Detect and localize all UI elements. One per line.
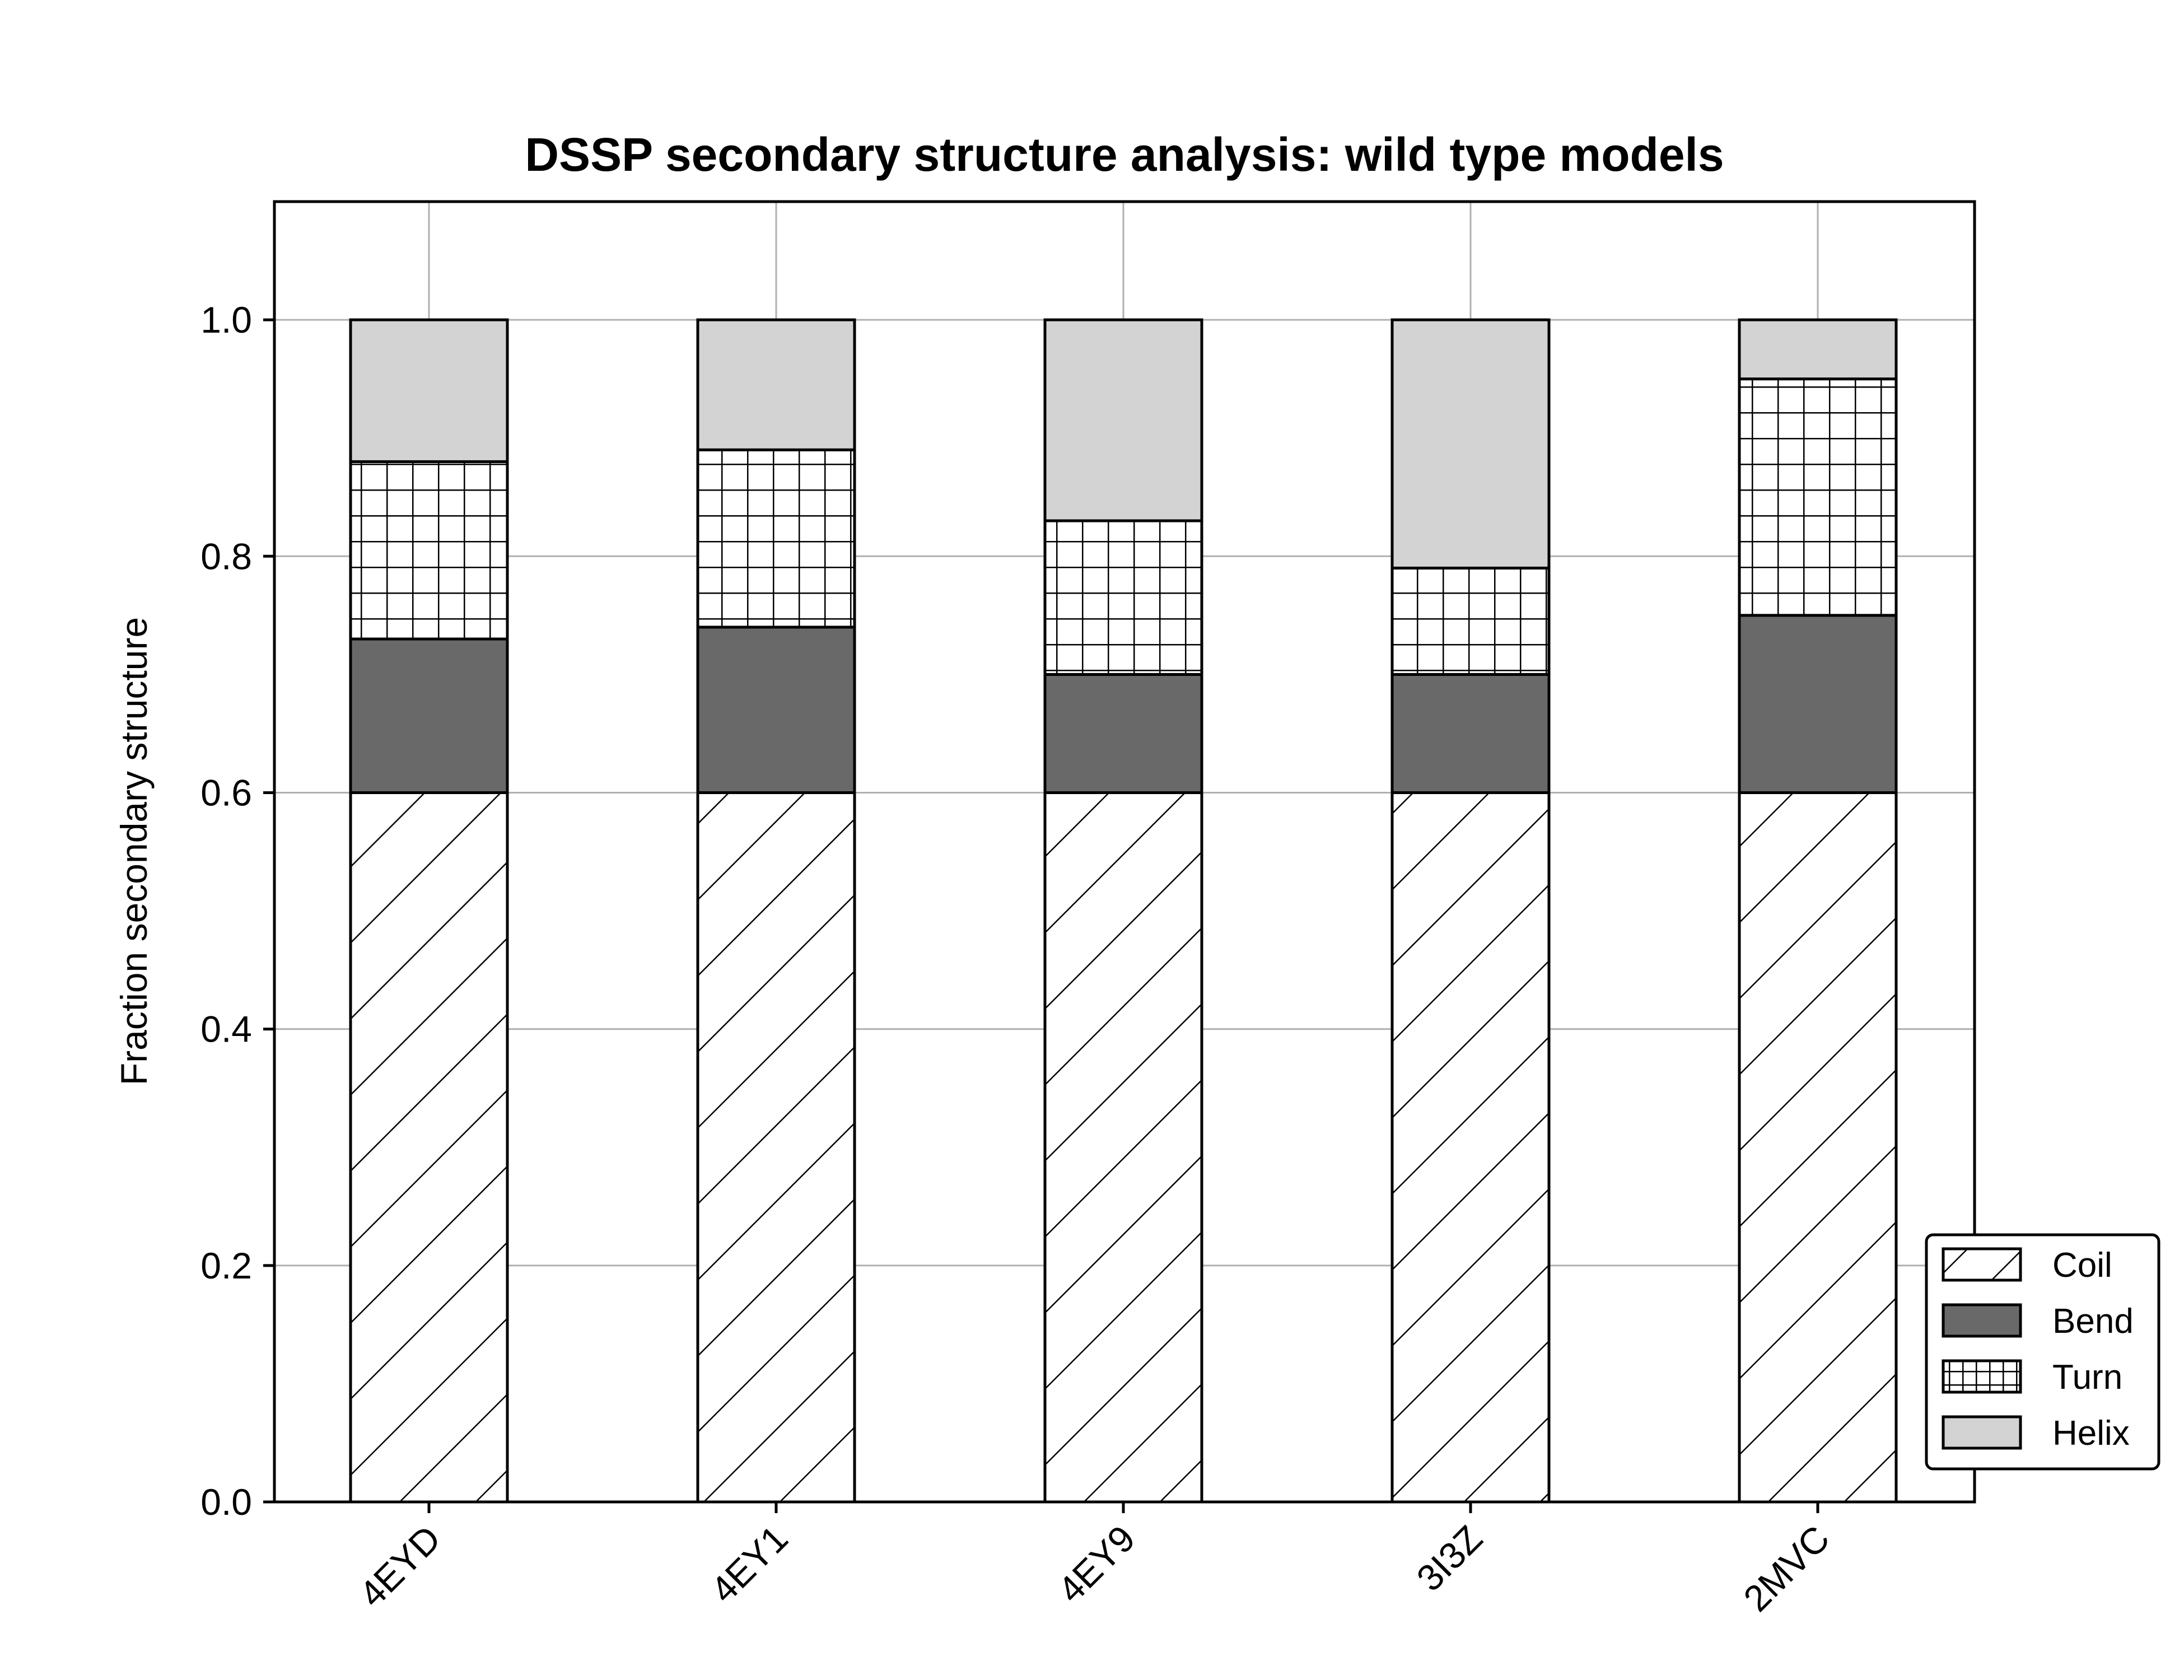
bar-turn-hatch — [1045, 520, 1202, 675]
y-tick-label: 1.0 — [200, 299, 252, 340]
bars — [349, 318, 1898, 1504]
y-tick-label: 0.2 — [200, 1245, 252, 1286]
legend-swatch-bend — [1942, 1303, 2022, 1338]
y-axis-ticks: 0.0 0.2 0.4 0.6 0.8 1.0 — [200, 299, 274, 1523]
bar-helix-outline — [696, 318, 856, 451]
bar-helix-outline — [1390, 318, 1551, 570]
bar-turn-hatch — [698, 450, 855, 627]
legend-label-bend: Bend — [2052, 1302, 2134, 1341]
bar-coil-hatch — [1045, 792, 1202, 1502]
legend-frame — [1925, 1233, 2160, 1471]
bar-bend — [1392, 674, 1549, 793]
x-tick-label: 4EY1 — [702, 1518, 796, 1611]
bar-helix — [1739, 320, 1896, 379]
bar-turn-hatch — [351, 461, 507, 640]
bar-helix — [351, 320, 507, 462]
legend-swatch-helix — [1942, 1415, 2022, 1450]
legend-swatch-coil-hatch — [1942, 1247, 2022, 1282]
bar-helix-outline — [349, 318, 509, 463]
bar-coil-hatch — [351, 792, 507, 1502]
bar-coil-hatch — [1739, 792, 1896, 1502]
bar-helix-outline — [1043, 318, 1203, 522]
bar-bend — [1739, 615, 1896, 793]
legend: Coil Bend Turn Helix — [1925, 1233, 2160, 1471]
bar-helix — [1045, 320, 1202, 521]
bar-bend — [698, 627, 855, 793]
x-tick-label: 4EYD — [351, 1518, 449, 1615]
bar-helix — [1392, 320, 1549, 568]
chart-title: DSSP secondary structure analysis: wild … — [525, 128, 1724, 181]
bar-turn-hatch — [1392, 568, 1549, 675]
legend-label-turn: Turn — [2052, 1358, 2122, 1397]
x-axis-ticks: 4EYD 4EY1 4EY9 3I3Z 2MVC — [351, 1502, 1837, 1620]
bar-coil-hatch — [698, 792, 855, 1502]
bar-helix-outline — [1738, 318, 1898, 381]
y-axis-label: Fraction secondary structure — [113, 617, 155, 1085]
x-tick-label: 3I3Z — [1408, 1518, 1490, 1599]
x-tick-label: 2MVC — [1735, 1518, 1837, 1620]
bar-bend — [351, 639, 507, 793]
y-tick-label: 0.8 — [200, 535, 252, 577]
y-tick-label: 0.6 — [200, 772, 252, 813]
bar-helix — [698, 320, 855, 450]
legend-swatch-turn-hatch — [1942, 1359, 2022, 1394]
bar-coil-hatch — [1392, 792, 1549, 1502]
y-tick-label: 0.4 — [200, 1009, 252, 1050]
bar-turn-hatch — [1739, 379, 1896, 615]
bar-bend — [1045, 674, 1202, 793]
legend-label-coil: Coil — [2052, 1246, 2112, 1285]
x-tick-label: 4EY9 — [1049, 1518, 1143, 1611]
plot-frame — [273, 200, 1976, 1504]
y-tick-label: 0.0 — [200, 1481, 252, 1523]
legend-label-helix: Helix — [2052, 1414, 2130, 1453]
